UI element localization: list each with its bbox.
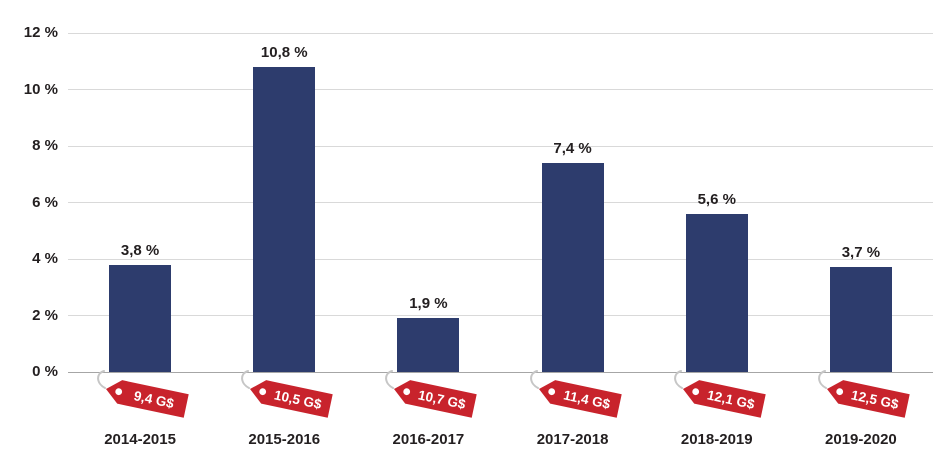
price-tag: 11,4 G$ (529, 370, 622, 418)
tag-shape (394, 380, 478, 418)
bar-value-label: 5,6 % (697, 190, 736, 208)
x-axis-category-label: 2018-2019 (680, 431, 753, 448)
bar (541, 162, 604, 372)
tag-string (529, 370, 539, 389)
gridline (68, 145, 933, 147)
bar (685, 213, 748, 372)
price-tag: 10,5 G$ (241, 370, 333, 418)
gridline (68, 202, 933, 203)
tag-hole (259, 388, 267, 396)
tag-shape (682, 380, 766, 418)
y-axis-tick-label: 2 % (32, 306, 58, 324)
bar (109, 264, 172, 372)
tag-shape (538, 380, 622, 418)
price-tag: 12,5 G$ (818, 370, 910, 418)
tag-hole (547, 388, 555, 396)
x-axis-baseline (68, 371, 933, 373)
y-axis-tick-label: 10 % (23, 80, 58, 98)
price-tag: 10,7 G$ (385, 370, 478, 418)
y-axis-tick-label: 0 % (32, 363, 58, 380)
tag-hole (403, 388, 411, 396)
bar-value-label: 3,8 % (120, 241, 160, 259)
tag-string (385, 370, 395, 389)
bar-value-label: 10,8 % (260, 43, 308, 61)
tag-hole (692, 388, 699, 396)
y-axis-tick-label: 12 % (23, 24, 58, 41)
bar (829, 267, 892, 372)
gridline (68, 89, 933, 90)
bar-value-label: 1,9 % (409, 295, 448, 313)
gridline (68, 32, 933, 34)
price-tag: 12,1 G$ (673, 370, 766, 418)
y-axis-tick-label: 8 % (32, 137, 58, 154)
tag-string (818, 370, 827, 389)
gridline (68, 258, 933, 260)
tag-string (97, 370, 107, 389)
tag-hole (836, 388, 844, 396)
x-axis-category-label: 2014-2015 (104, 431, 176, 448)
tag-string (241, 370, 251, 389)
tag-shape (250, 380, 333, 418)
bar-value-label: 7,4 % (553, 139, 592, 157)
tag-hole (115, 388, 123, 396)
x-axis-category-label: 2015-2016 (248, 431, 321, 448)
y-axis-tick-label: 6 % (32, 193, 58, 211)
tag-string (673, 370, 683, 389)
x-axis-category-label: 2017-2018 (536, 431, 609, 448)
price-tag: 9,4 G$ (97, 370, 189, 418)
bar (253, 66, 316, 372)
tag-shape (106, 380, 189, 418)
bar-value-label: 3,7 % (841, 244, 881, 262)
y-axis-tick-label: 4 % (32, 250, 58, 267)
bar (397, 318, 460, 372)
x-axis-category-label: 2016-2017 (392, 431, 465, 448)
tag-shape (826, 380, 910, 418)
x-axis-category-label: 2019-2020 (825, 431, 897, 448)
gridline (68, 315, 933, 316)
